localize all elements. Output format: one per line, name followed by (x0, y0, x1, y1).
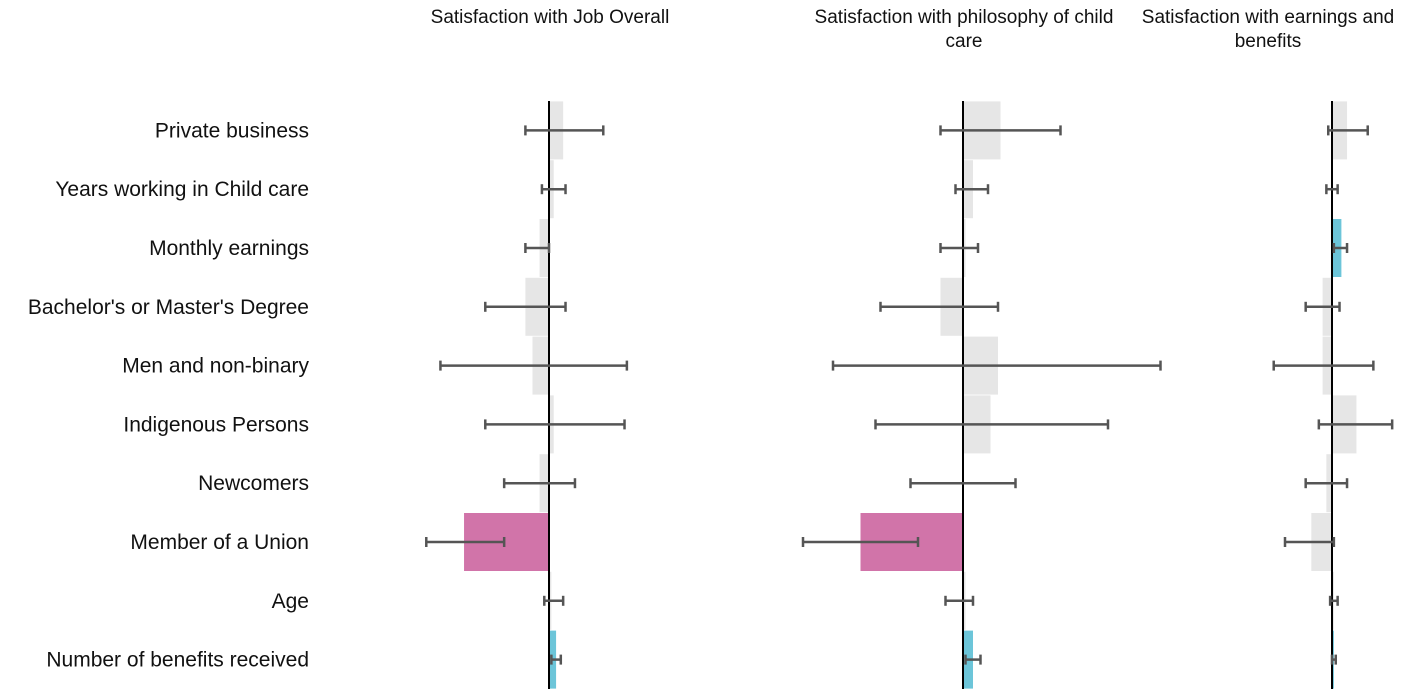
row-label: Years working in Child care (55, 178, 309, 201)
row-label: Men and non-binary (122, 355, 309, 378)
row-label: Newcomers (198, 472, 309, 495)
row-label: Number of benefits received (46, 649, 309, 672)
panel-title-job-overall: Satisfaction with Job Overall (430, 7, 670, 28)
row-label: Bachelor's or Master's Degree (28, 296, 309, 319)
row-label: Member of a Union (130, 531, 309, 554)
row-label: Private business (155, 119, 309, 142)
row-label: Indigenous Persons (123, 413, 309, 436)
row-label: Monthly earnings (149, 237, 309, 260)
panel-title-philosophy: Satisfaction with philosophy of child ca… (814, 7, 1114, 52)
panel-title-earnings: Satisfaction with earnings and benefits (1141, 7, 1395, 52)
row-label: Age (272, 590, 309, 613)
